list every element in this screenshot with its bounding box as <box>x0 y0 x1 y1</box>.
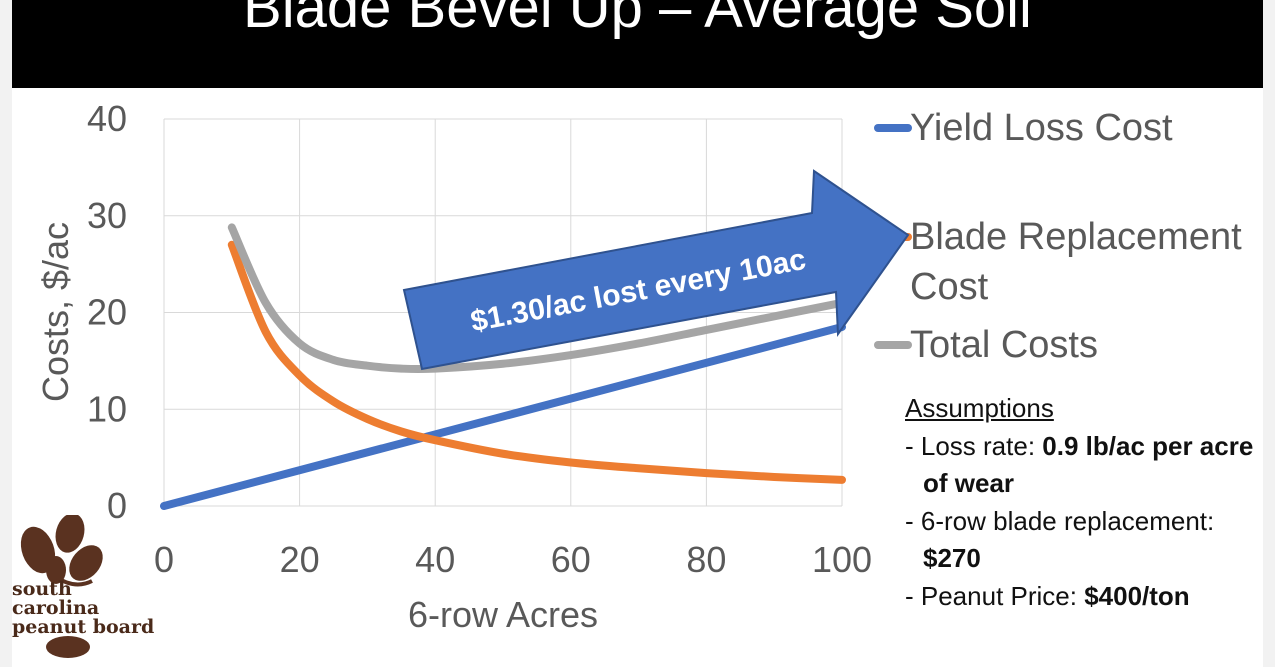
x-tick-label: 100 <box>812 539 872 580</box>
assumption-blade-label: - 6-row blade replacement: <box>905 505 1215 536</box>
legend-label-total-costs: Total Costs <box>910 324 1098 366</box>
assumptions-heading: Assumptions <box>905 393 1054 423</box>
legend-label-yield-loss: Yield Loss Cost <box>910 107 1173 149</box>
peanut-board-logo <box>20 515 103 658</box>
legend-label-blade-replacement: Blade Replacement Cost <box>910 216 1252 308</box>
y-tick-label: 0 <box>107 485 127 526</box>
assumption-price-value: $400/ton <box>1084 580 1190 611</box>
legend: Yield Loss Cost Blade Replacement Cost T… <box>874 107 1252 366</box>
x-tick-label: 40 <box>415 539 455 580</box>
y-axis-label: Costs, $/ac <box>35 222 76 402</box>
arrow-shape <box>402 169 910 371</box>
y-tick-labels: 0 10 20 30 40 <box>87 98 127 526</box>
assumptions-box: Assumptions - Loss rate: 0.9 lb/ac per a… <box>905 390 1265 615</box>
page-title: Blade Bevel Up – Average Soil <box>243 0 1032 40</box>
logo-line-2: carolina <box>12 597 100 619</box>
y-tick-label: 40 <box>87 98 127 139</box>
x-tick-label: 80 <box>686 539 726 580</box>
assumption-loss-rate-value: 0.9 lb/ac per acre of wear <box>923 430 1254 499</box>
series-total-costs-line <box>227 223 846 374</box>
y-tick-label: 20 <box>87 292 127 333</box>
logo-text: south carolina peanut board <box>12 580 154 637</box>
x-tick-labels: 0 20 40 60 80 100 <box>154 539 872 580</box>
y-tick-label: 30 <box>87 195 127 236</box>
x-tick-label: 20 <box>280 539 320 580</box>
title-bar: Blade Bevel Up – Average Soil <box>12 0 1263 88</box>
series-blade-replacement-line <box>227 240 846 484</box>
series-yield-loss-line <box>160 323 846 510</box>
assumption-peanut-price: - Peanut Price: $400/ton <box>905 578 1265 616</box>
assumption-blade-replacement: - 6-row blade replacement: $270 <box>905 503 1265 578</box>
x-axis-label: 6-row Acres <box>408 594 598 635</box>
logo-line-3: peanut board <box>12 616 155 638</box>
assumption-price-label: - Peanut Price: <box>905 580 1085 611</box>
assumption-blade-value: $270 <box>923 543 981 573</box>
x-tick-label: 0 <box>154 539 174 580</box>
y-tick-label: 10 <box>87 388 127 429</box>
series-lines <box>160 223 846 510</box>
slide-background <box>12 0 1263 667</box>
x-tick-label: 60 <box>551 539 591 580</box>
assumption-loss-rate-label: - Loss rate: <box>905 430 1043 461</box>
assumption-loss-rate: - Loss rate: 0.9 lb/ac per acre of wear <box>905 428 1265 503</box>
logo-line-1: south <box>12 578 72 600</box>
